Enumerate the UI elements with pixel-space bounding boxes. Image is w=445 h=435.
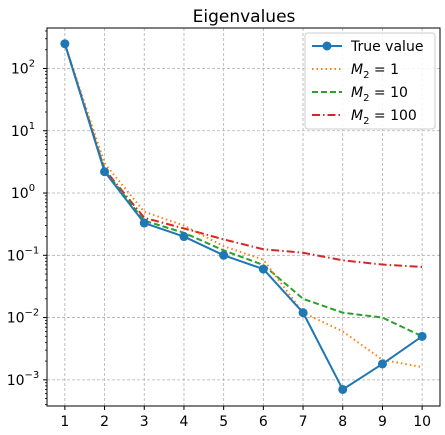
series-line-2 [63, 43, 423, 338]
legend-swatch-marker [322, 41, 332, 51]
x-axis: 1 2 3 4 5 6 7 8 9 10 [60, 406, 431, 430]
legend-label: M2 = 1 [351, 62, 399, 81]
plot-area-frame [46, 27, 441, 407]
data-point [139, 218, 149, 228]
x-tick-label: 6 [259, 414, 268, 430]
legend-label: M2 = 100 [351, 108, 417, 127]
x-tick-label: 9 [378, 414, 387, 430]
data-point [60, 39, 70, 49]
x-tick-label: 1 [60, 414, 69, 430]
legend: True value M2 = 1 M2 = 10 M2 = 100 [304, 32, 436, 130]
y-tick-label: 10−1 [7, 245, 40, 264]
y-tick-label: 10−3 [7, 370, 40, 389]
data-point [417, 331, 427, 341]
data-point [100, 167, 110, 177]
x-tick-label: 4 [179, 414, 188, 430]
x-tick-label: 5 [219, 414, 228, 430]
y-axis: 102 101 100 10−1 10−2 10−3 [7, 30, 47, 406]
x-tick-label: 10 [413, 414, 431, 430]
data-point [377, 359, 387, 369]
data-point [179, 232, 189, 242]
y-tick-label: 100 [11, 183, 35, 202]
series-line-3 [63, 43, 423, 268]
x-tick-label: 2 [100, 414, 109, 430]
legend-label: M2 = 10 [351, 85, 408, 104]
y-tick-label: 102 [11, 58, 35, 77]
data-point [338, 384, 348, 394]
series-line-0 [63, 43, 423, 391]
x-tick-label: 8 [338, 414, 347, 430]
y-tick-label: 10−2 [7, 308, 40, 327]
x-tick-label: 7 [299, 414, 308, 430]
legend-box [304, 32, 436, 130]
y-tick-label: 101 [11, 121, 35, 140]
series-layer [60, 39, 427, 394]
data-point [258, 264, 268, 274]
chart-title: Eigenvalues [193, 7, 296, 27]
legend-label: True value [350, 39, 423, 55]
data-point [298, 308, 308, 318]
x-tick-label: 3 [140, 414, 149, 430]
data-point [219, 250, 229, 260]
